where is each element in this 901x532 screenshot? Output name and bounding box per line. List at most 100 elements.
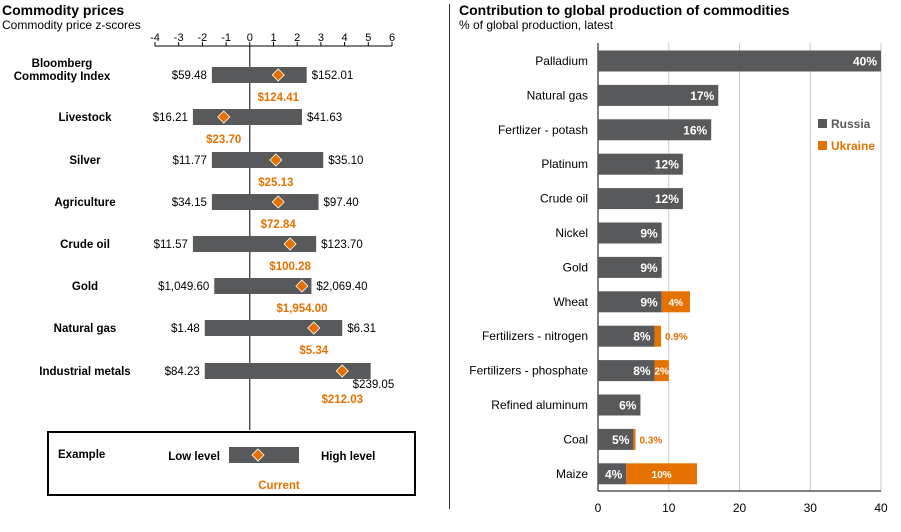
x-tick-label: 6 xyxy=(389,32,395,44)
category-label: Industrial metals xyxy=(39,366,130,378)
russia-value-label: 16% xyxy=(683,123,707,137)
range-bar xyxy=(204,363,371,379)
ukraine-bar xyxy=(654,325,661,347)
russia-bar xyxy=(598,119,712,141)
category-label: Natural gas xyxy=(527,88,588,102)
russia-value-label: 12% xyxy=(655,158,679,172)
category-label: Fertilizers - phosphate xyxy=(469,364,588,378)
russia-bar xyxy=(598,325,655,347)
low-value-label: $34.15 xyxy=(172,197,207,209)
high-value-label: $35.10 xyxy=(328,155,363,167)
category-label: Livestock xyxy=(58,112,112,124)
legend-label-ukraine: Ukraine xyxy=(831,139,875,153)
range-bar xyxy=(211,194,319,210)
x-tick-label: 3 xyxy=(318,32,324,44)
left-chart-subtitle: Commodity price z-scores xyxy=(2,18,141,32)
low-value-label: $84.23 xyxy=(165,366,200,378)
category-label: Refined aluminum xyxy=(491,398,588,412)
current-value-label: $1,954.00 xyxy=(276,303,327,315)
current-marker xyxy=(335,364,349,378)
russia-bar xyxy=(598,153,683,175)
low-value-label: $1.48 xyxy=(171,323,200,335)
ukraine-bar xyxy=(626,463,698,485)
russia-value-label: 9% xyxy=(640,261,658,275)
russia-value-label: 6% xyxy=(619,399,637,413)
category-label: Bloomberg xyxy=(32,58,93,70)
ukraine-value-label: 2% xyxy=(654,367,669,378)
russia-value-label: 9% xyxy=(640,227,658,241)
example-high-label: High level xyxy=(321,451,375,463)
russia-bar xyxy=(598,256,662,278)
global-production-chart: 0 10 20 30 40 Palladium 40% Natural gas 17% Fertl… xyxy=(469,43,888,515)
right-chart-subtitle: % of global production, latest xyxy=(459,18,614,32)
ukraine-bar xyxy=(633,428,636,450)
x-tick-label: -2 xyxy=(198,32,208,44)
current-value-label: $23.70 xyxy=(206,134,241,146)
range-bar xyxy=(214,278,312,294)
russia-value-label: 40% xyxy=(853,55,877,69)
russia-bar xyxy=(598,50,881,72)
russia-value-label: 9% xyxy=(640,295,658,309)
category-label: Crude oil xyxy=(60,239,110,251)
current-marker xyxy=(283,237,297,251)
current-value-label: $25.13 xyxy=(258,177,293,189)
russia-bar xyxy=(598,463,627,485)
example-current-marker xyxy=(251,448,265,462)
x-tick-label: 2 xyxy=(294,32,300,44)
russia-bar xyxy=(598,394,641,416)
current-value-label: $212.03 xyxy=(321,394,363,406)
panel-divider xyxy=(449,4,450,509)
current-value-label: $100.28 xyxy=(269,261,311,273)
x-tick-label: 30 xyxy=(804,501,818,515)
high-value-label: $152.01 xyxy=(312,70,354,82)
ukraine-value-label: 10% xyxy=(652,470,672,481)
low-value-label: $16.21 xyxy=(153,112,188,124)
current-value-label: $124.41 xyxy=(257,92,299,104)
ukraine-bar xyxy=(661,291,690,313)
low-value-label: $11.57 xyxy=(154,239,188,251)
category-label: Coal xyxy=(563,432,588,446)
left-chart-title: Commodity prices xyxy=(2,2,125,18)
russia-bar xyxy=(598,360,655,382)
x-tick-label: 4 xyxy=(342,32,348,44)
x-tick-label: 0 xyxy=(595,501,602,515)
category-label: Fertlizer - potash xyxy=(498,123,588,137)
category-label: Platinum xyxy=(541,157,588,171)
russia-value-label: 8% xyxy=(633,364,651,378)
russia-value-label: 17% xyxy=(690,89,714,103)
russia-bar xyxy=(598,84,719,106)
current-marker xyxy=(271,195,285,209)
current-marker xyxy=(217,110,231,124)
current-marker xyxy=(295,279,309,293)
russia-value-label: 4% xyxy=(605,467,623,481)
category-label: Wheat xyxy=(553,295,588,309)
legend-swatch-russia xyxy=(818,119,827,128)
current-value-label: $5.34 xyxy=(299,345,328,357)
current-marker xyxy=(271,68,285,82)
high-value-label: $97.40 xyxy=(324,197,359,209)
category-label: Gold xyxy=(563,260,588,274)
category-label: Silver xyxy=(69,155,101,167)
category-label: Agriculture xyxy=(54,197,115,209)
category-label: Crude oil xyxy=(540,192,588,206)
russia-value-label: 8% xyxy=(633,330,651,344)
high-value-label: $2,069.40 xyxy=(316,281,367,293)
current-marker xyxy=(307,321,321,335)
high-value-label: $239.05 xyxy=(353,379,395,391)
example-label: Example xyxy=(58,449,105,461)
legend-label-russia: Russia xyxy=(831,117,871,131)
high-value-label: $123.70 xyxy=(321,239,363,251)
russia-bar xyxy=(598,222,662,244)
category-label: Palladium xyxy=(535,54,588,68)
right-chart-title: Contribution to global production of com… xyxy=(459,2,790,18)
range-bar xyxy=(204,320,343,336)
x-tick-label: 5 xyxy=(365,32,371,44)
example-current-label: Current xyxy=(258,480,300,492)
current-marker xyxy=(269,153,283,167)
legend-swatch-ukraine xyxy=(818,141,827,150)
category-label: Gold xyxy=(72,281,98,293)
ukraine-value-label: 0.9% xyxy=(665,332,688,343)
ukraine-bar xyxy=(654,360,669,382)
russia-bar xyxy=(598,188,683,210)
